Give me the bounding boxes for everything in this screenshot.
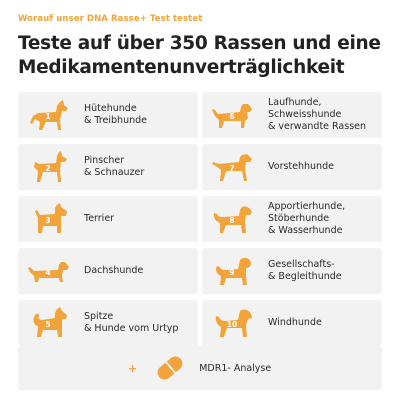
plus-icon: + [128,361,138,375]
terrier-icon: 3 [26,202,70,236]
group-label: Pinscher & Schnauzer [84,155,145,178]
group-card-3: 3 Terrier [18,196,198,242]
herding-dog-icon: 1 [26,98,70,132]
group-card-6: 6 Laufhunde, Schweisshunde & verwandte R… [202,92,382,138]
group-card-2: 2 Pinscher & Schnauzer [18,144,198,190]
pointer-dog-icon: 7 [210,150,254,184]
group-label: Windhunde [268,317,322,328]
retriever-icon: 8 [210,202,254,236]
pill-icon [153,351,187,385]
group-label: Dachshunde [84,265,144,276]
group-number: 4 [45,268,51,277]
group-card-10: 10 Windhunde [202,300,382,346]
group-number: 8 [229,216,235,225]
sighthound-icon: 10 [210,306,254,340]
group-number: 1 [45,112,51,121]
mdr1-label: MDR1- Analyse [199,362,272,374]
dachshund-icon: 4 [26,254,70,288]
group-card-5: 5 Spitze & Hunde vom Urtyp [18,300,198,346]
group-number: 9 [229,268,235,277]
scent-hound-icon: 6 [210,98,254,132]
group-number: 7 [229,164,235,173]
mdr1-card: + MDR1- Analyse [18,346,382,390]
page-headline: Teste auf über 350 Rassen und eine Medik… [18,32,388,80]
group-number: 6 [229,112,235,121]
headline-line-2: Medikamentenunverträglichkeit [18,57,345,78]
companion-dog-icon: 9 [210,254,254,288]
pinscher-icon: 2 [26,150,70,184]
group-label: Gesellschafts- & Begleithunde [268,259,342,282]
group-number: 10 [226,320,238,329]
group-number: 2 [45,164,51,173]
group-label: Hütehunde & Treibhunde [84,103,147,126]
group-card-7: 7 Vorstehhunde [202,144,382,190]
group-card-4: 4 Dachshunde [18,248,198,294]
breed-group-grid: 1 Hütehunde & Treibhunde 6 Laufhunde, Sc… [18,92,382,346]
group-label: Spitze & Hunde vom Urtyp [84,311,179,334]
group-label: Vorstehhunde [268,161,334,172]
spitz-icon: 5 [26,306,70,340]
group-label: Apportierhunde, Stöberhunde & Wasserhund… [268,201,346,236]
group-card-9: 9 Gesellschafts- & Begleithunde [202,248,382,294]
group-card-1: 1 Hütehunde & Treibhunde [18,92,198,138]
group-number: 5 [45,320,51,329]
group-card-8: 8 Apportierhunde, Stöberhunde & Wasserhu… [202,196,382,242]
group-number: 3 [45,216,51,225]
eyebrow-title: Worauf unser DNA Rasse+ Test testet [18,14,203,24]
group-label: Laufhunde, Schweisshunde & verwandte Ras… [268,97,367,132]
group-label: Terrier [84,213,115,224]
headline-line-1: Teste auf über 350 Rassen und eine [18,33,381,54]
